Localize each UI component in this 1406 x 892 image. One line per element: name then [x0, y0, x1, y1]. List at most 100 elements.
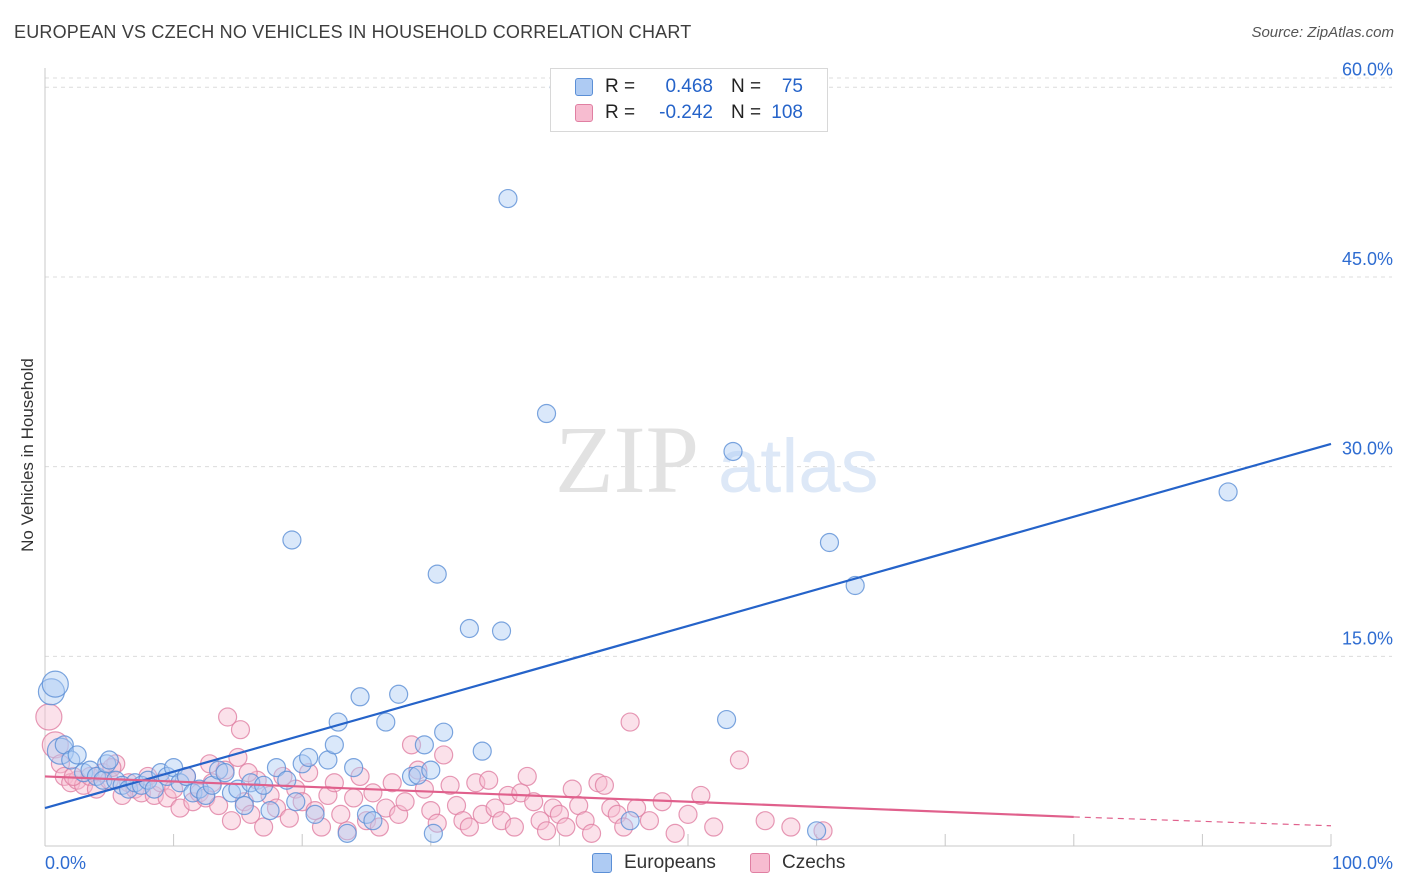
data-point: [421, 760, 441, 780]
y-tick-label: 60.0%: [1342, 59, 1393, 79]
data-point: [704, 817, 724, 837]
trend-lines: [44, 442, 1332, 827]
data-point: [35, 703, 63, 731]
n-label: N =: [731, 102, 762, 123]
data-point: [209, 795, 229, 816]
data-point: [376, 712, 396, 732]
source-credit: Source: ZipAtlas.com: [1251, 24, 1394, 41]
series-czechs: [35, 703, 833, 843]
data-point: [266, 757, 287, 778]
data-point: [459, 817, 479, 837]
data-point: [1218, 482, 1238, 502]
data-point: [421, 800, 441, 821]
data-point: [427, 564, 447, 584]
data-point: [723, 441, 743, 462]
series-europeans: [37, 77, 1238, 843]
data-point: [434, 722, 454, 742]
data-point: [440, 775, 460, 795]
data-point: [363, 811, 383, 831]
data-point: [344, 788, 364, 808]
watermark-zip: ZIP: [555, 406, 699, 513]
data-point: [401, 766, 422, 787]
data-point: [504, 817, 524, 837]
data-point: [279, 808, 299, 828]
data-point: [328, 712, 348, 732]
watermark: ZIP atlas: [555, 406, 879, 513]
chart-title: EUROPEAN VS CZECH NO VEHICLES IN HOUSEHO…: [14, 22, 692, 42]
data-point: [260, 800, 280, 821]
czechs-trendline: [44, 775, 1074, 819]
data-point: [324, 735, 344, 755]
data-point: [434, 745, 454, 765]
data-point: [67, 745, 87, 765]
r-value: -0.242: [659, 102, 713, 123]
data-point: [221, 811, 242, 831]
data-point: [485, 798, 505, 818]
data-point: [556, 817, 576, 837]
data-point: [427, 813, 447, 833]
y-tick-label: 15.0%: [1342, 628, 1393, 648]
watermark-atlas: atlas: [718, 424, 879, 509]
legend-row-europeans: R = 0.468 N = 75: [575, 75, 803, 99]
data-point: [408, 765, 428, 785]
data-point: [234, 795, 254, 816]
data-point: [254, 817, 274, 837]
data-point: [581, 823, 602, 843]
data-point: [575, 811, 595, 831]
data-point: [282, 530, 302, 550]
data-point: [819, 532, 840, 553]
data-point: [594, 775, 615, 795]
legend-item-czechs[interactable]: Czechs: [750, 852, 845, 874]
data-point: [517, 766, 537, 787]
europeans-legend-label: Europeans: [624, 852, 716, 873]
n-label: N =: [731, 76, 762, 97]
data-point: [491, 621, 512, 641]
czechs-swatch: [575, 104, 593, 122]
data-point: [196, 785, 216, 806]
data-point: [549, 804, 570, 824]
data-point: [691, 785, 711, 806]
data-point: [639, 811, 660, 831]
x-tick-label-max: 100.0%: [1332, 853, 1393, 873]
data-point: [305, 804, 325, 824]
data-point: [382, 773, 402, 793]
legend-item-europeans[interactable]: Europeans: [592, 852, 716, 874]
r-value: 0.468: [665, 76, 713, 97]
czechs-trendline-extension: [1073, 816, 1332, 827]
r-label: R =: [605, 102, 636, 123]
data-point: [562, 779, 582, 799]
data-point: [498, 188, 518, 209]
data-point: [813, 821, 833, 841]
data-point: [414, 735, 434, 755]
correlation-legend: R = 0.468 N = 75 R = -0.242 N = 108: [550, 68, 828, 132]
europeans-trendline: [44, 442, 1332, 810]
data-point: [331, 804, 351, 824]
data-point: [781, 817, 801, 837]
data-point: [37, 678, 66, 706]
data-point: [678, 804, 698, 824]
data-points: [35, 77, 1238, 843]
data-point: [218, 707, 238, 727]
data-point: [389, 684, 409, 704]
data-point: [363, 783, 383, 803]
data-point: [230, 720, 251, 740]
y-axis-label: No Vehicles in Household: [18, 358, 37, 552]
data-point: [536, 821, 557, 841]
data-point: [414, 779, 434, 799]
data-point: [524, 792, 544, 812]
series-legend: Europeans Czechs: [0, 852, 1406, 876]
europeans-swatch: [575, 78, 593, 96]
legend-row-czechs: R = -0.242 N = 108: [575, 101, 803, 125]
y-tick-label: 30.0%: [1342, 439, 1393, 459]
data-point: [337, 823, 357, 843]
data-point: [41, 670, 69, 698]
data-point: [755, 811, 775, 831]
x-tick-label-min: 0.0%: [45, 853, 86, 873]
data-point: [350, 687, 370, 707]
czechs-legend-label: Czechs: [782, 852, 846, 873]
data-point: [806, 821, 827, 841]
n-value: 108: [771, 102, 803, 123]
data-point: [61, 750, 81, 770]
data-point: [389, 804, 409, 824]
